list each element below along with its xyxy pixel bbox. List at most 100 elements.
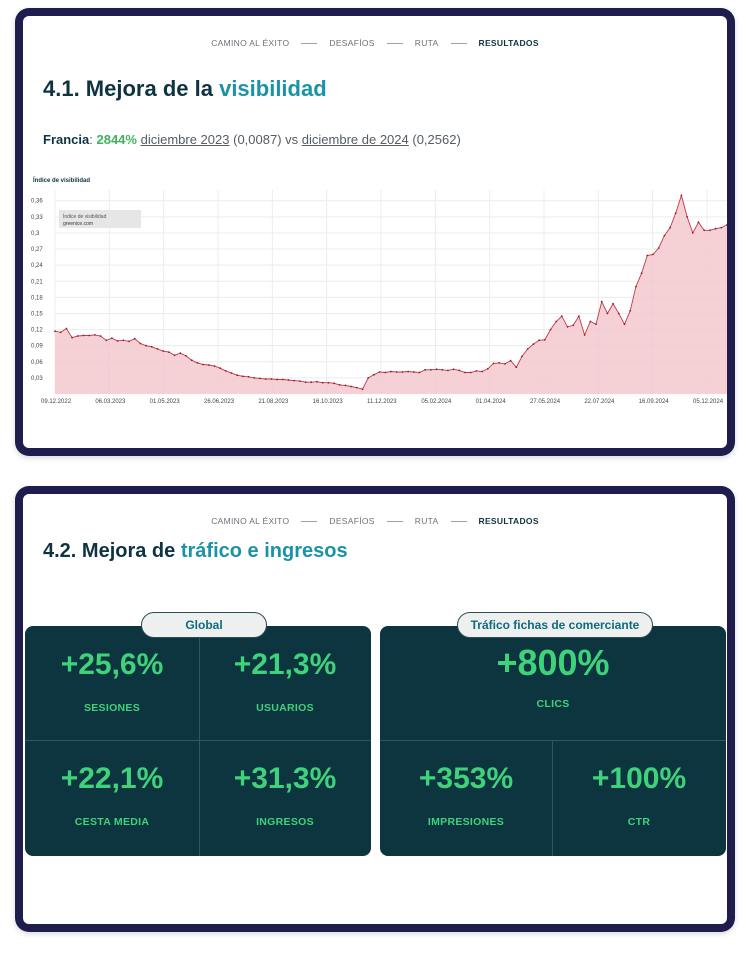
data-point — [606, 312, 609, 315]
to-date-link[interactable]: diciembre de 2024 — [301, 132, 409, 147]
nav-step-desafios[interactable]: DESAFÍOS — [329, 38, 375, 48]
x-tick-label: 27.05.2024 — [530, 399, 561, 405]
data-point — [709, 229, 711, 232]
data-point — [686, 215, 688, 218]
data-point — [236, 374, 239, 377]
nav-step-resultados[interactable]: RESULTADOS — [478, 38, 539, 48]
data-point — [578, 315, 580, 318]
data-point — [543, 338, 546, 341]
metric-label: USUARIOS — [256, 702, 314, 714]
legend-domain: greenice.com — [63, 221, 93, 227]
data-point — [560, 315, 563, 318]
data-point — [128, 340, 130, 343]
data-point — [452, 368, 455, 371]
data-point — [475, 370, 478, 372]
data-point — [538, 339, 540, 342]
data-point — [726, 224, 727, 226]
data-point — [526, 348, 529, 350]
to-value: (0,2562) — [412, 132, 461, 147]
data-point — [116, 340, 119, 342]
data-point — [59, 331, 62, 334]
metric-label: IMPRESIONES — [427, 816, 505, 828]
data-point — [435, 368, 438, 371]
data-point — [213, 365, 216, 367]
x-tick-label: 01.05.2023 — [150, 399, 181, 405]
data-point — [674, 212, 677, 214]
step-nav: CAMINO AL ÉXITO DESAFÍOS RUTA RESULTADOS — [23, 516, 727, 526]
data-point — [566, 326, 569, 328]
data-point — [418, 371, 421, 374]
data-point — [338, 384, 341, 386]
data-point — [105, 339, 108, 342]
metric-label: INGRESOS — [256, 816, 314, 828]
data-point — [481, 370, 483, 373]
global-metrics-panel: +25,6% SESIONES +21,3% USUARIOS +22,1% C… — [25, 626, 371, 856]
visibility-slide-frame: CAMINO AL ÉXITO DESAFÍOS RUTA RESULTADOS… — [15, 8, 735, 456]
traffic-slide-frame: CAMINO AL ÉXITO DESAFÍOS RUTA RESULTADOS… — [15, 486, 735, 932]
data-point — [669, 226, 671, 229]
data-point — [82, 334, 85, 337]
data-point — [65, 327, 68, 330]
step-nav: CAMINO AL ÉXITO DESAFÍOS RUTA RESULTADOS — [23, 38, 727, 48]
data-point — [486, 367, 489, 370]
data-point — [350, 385, 352, 388]
data-point — [54, 330, 56, 333]
section-title: 4.2. Mejora de tráfico e ingresos — [43, 540, 348, 563]
data-point — [173, 354, 176, 357]
data-point — [156, 348, 159, 350]
data-point — [150, 345, 153, 348]
visibility-summary: Francia: 2844% diciembre 2023 (0,0087) v… — [43, 132, 461, 147]
data-point — [378, 371, 381, 373]
metric-label: CTR — [627, 816, 651, 828]
nav-step-camino[interactable]: CAMINO AL ÉXITO — [211, 516, 290, 526]
data-point — [190, 359, 193, 362]
nav-step-ruta[interactable]: RUTA — [414, 38, 439, 48]
nav-step-desafios[interactable]: DESAFÍOS — [329, 516, 375, 526]
data-point — [703, 229, 706, 232]
nav-step-ruta[interactable]: RUTA — [414, 516, 439, 526]
nav-separator — [301, 520, 318, 522]
data-point — [600, 300, 603, 303]
section-title-accent: visibilidad — [219, 76, 327, 101]
data-point — [430, 368, 432, 371]
data-point — [697, 221, 700, 224]
data-point — [617, 312, 620, 315]
data-point — [549, 328, 552, 331]
chart-legend: Índice de visibilidad greenice.com — [59, 210, 141, 228]
data-point — [145, 344, 147, 347]
country-label: Francia — [43, 132, 90, 147]
data-point — [94, 334, 96, 336]
y-tick-label: 0,09 — [31, 344, 43, 350]
nav-step-resultados[interactable]: RESULTADOS — [478, 516, 539, 526]
nav-step-camino[interactable]: CAMINO AL ÉXITO — [211, 38, 290, 48]
data-point — [185, 355, 187, 357]
data-point — [657, 247, 660, 249]
data-point — [168, 351, 170, 353]
metric-sesiones: +25,6% SESIONES — [25, 626, 199, 740]
x-tick-label: 05.12.2024 — [693, 399, 724, 405]
y-tick-label: 0,03 — [31, 376, 43, 382]
data-point — [663, 234, 666, 237]
vs-text: vs — [285, 132, 299, 147]
metric-ingresos: +31,3% INGRESOS — [199, 740, 371, 856]
nav-separator — [386, 520, 403, 522]
visibility-area — [55, 195, 727, 394]
legend-metric: Índice de visibilidad — [63, 213, 107, 220]
data-point — [652, 253, 654, 256]
metric-label: CLICS — [536, 698, 570, 710]
panel-divider-vertical — [552, 740, 553, 856]
data-point — [99, 335, 102, 337]
data-point — [401, 371, 404, 373]
data-point — [395, 371, 398, 373]
metric-cesta-media: +22,1% CESTA MEDIA — [25, 740, 199, 856]
data-point — [498, 362, 501, 364]
global-tab[interactable]: Global — [141, 612, 267, 638]
metric-usuarios: +21,3% USUARIOS — [199, 626, 371, 740]
data-point — [407, 370, 409, 373]
data-point — [680, 194, 683, 197]
x-tick-label: 01.04.2024 — [476, 399, 507, 405]
x-tick-label: 21.08.2023 — [258, 399, 289, 405]
from-date-link[interactable]: diciembre 2023 — [140, 132, 230, 147]
merchant-tab[interactable]: Tráfico fichas de comerciante — [457, 612, 653, 638]
data-point — [424, 368, 427, 371]
